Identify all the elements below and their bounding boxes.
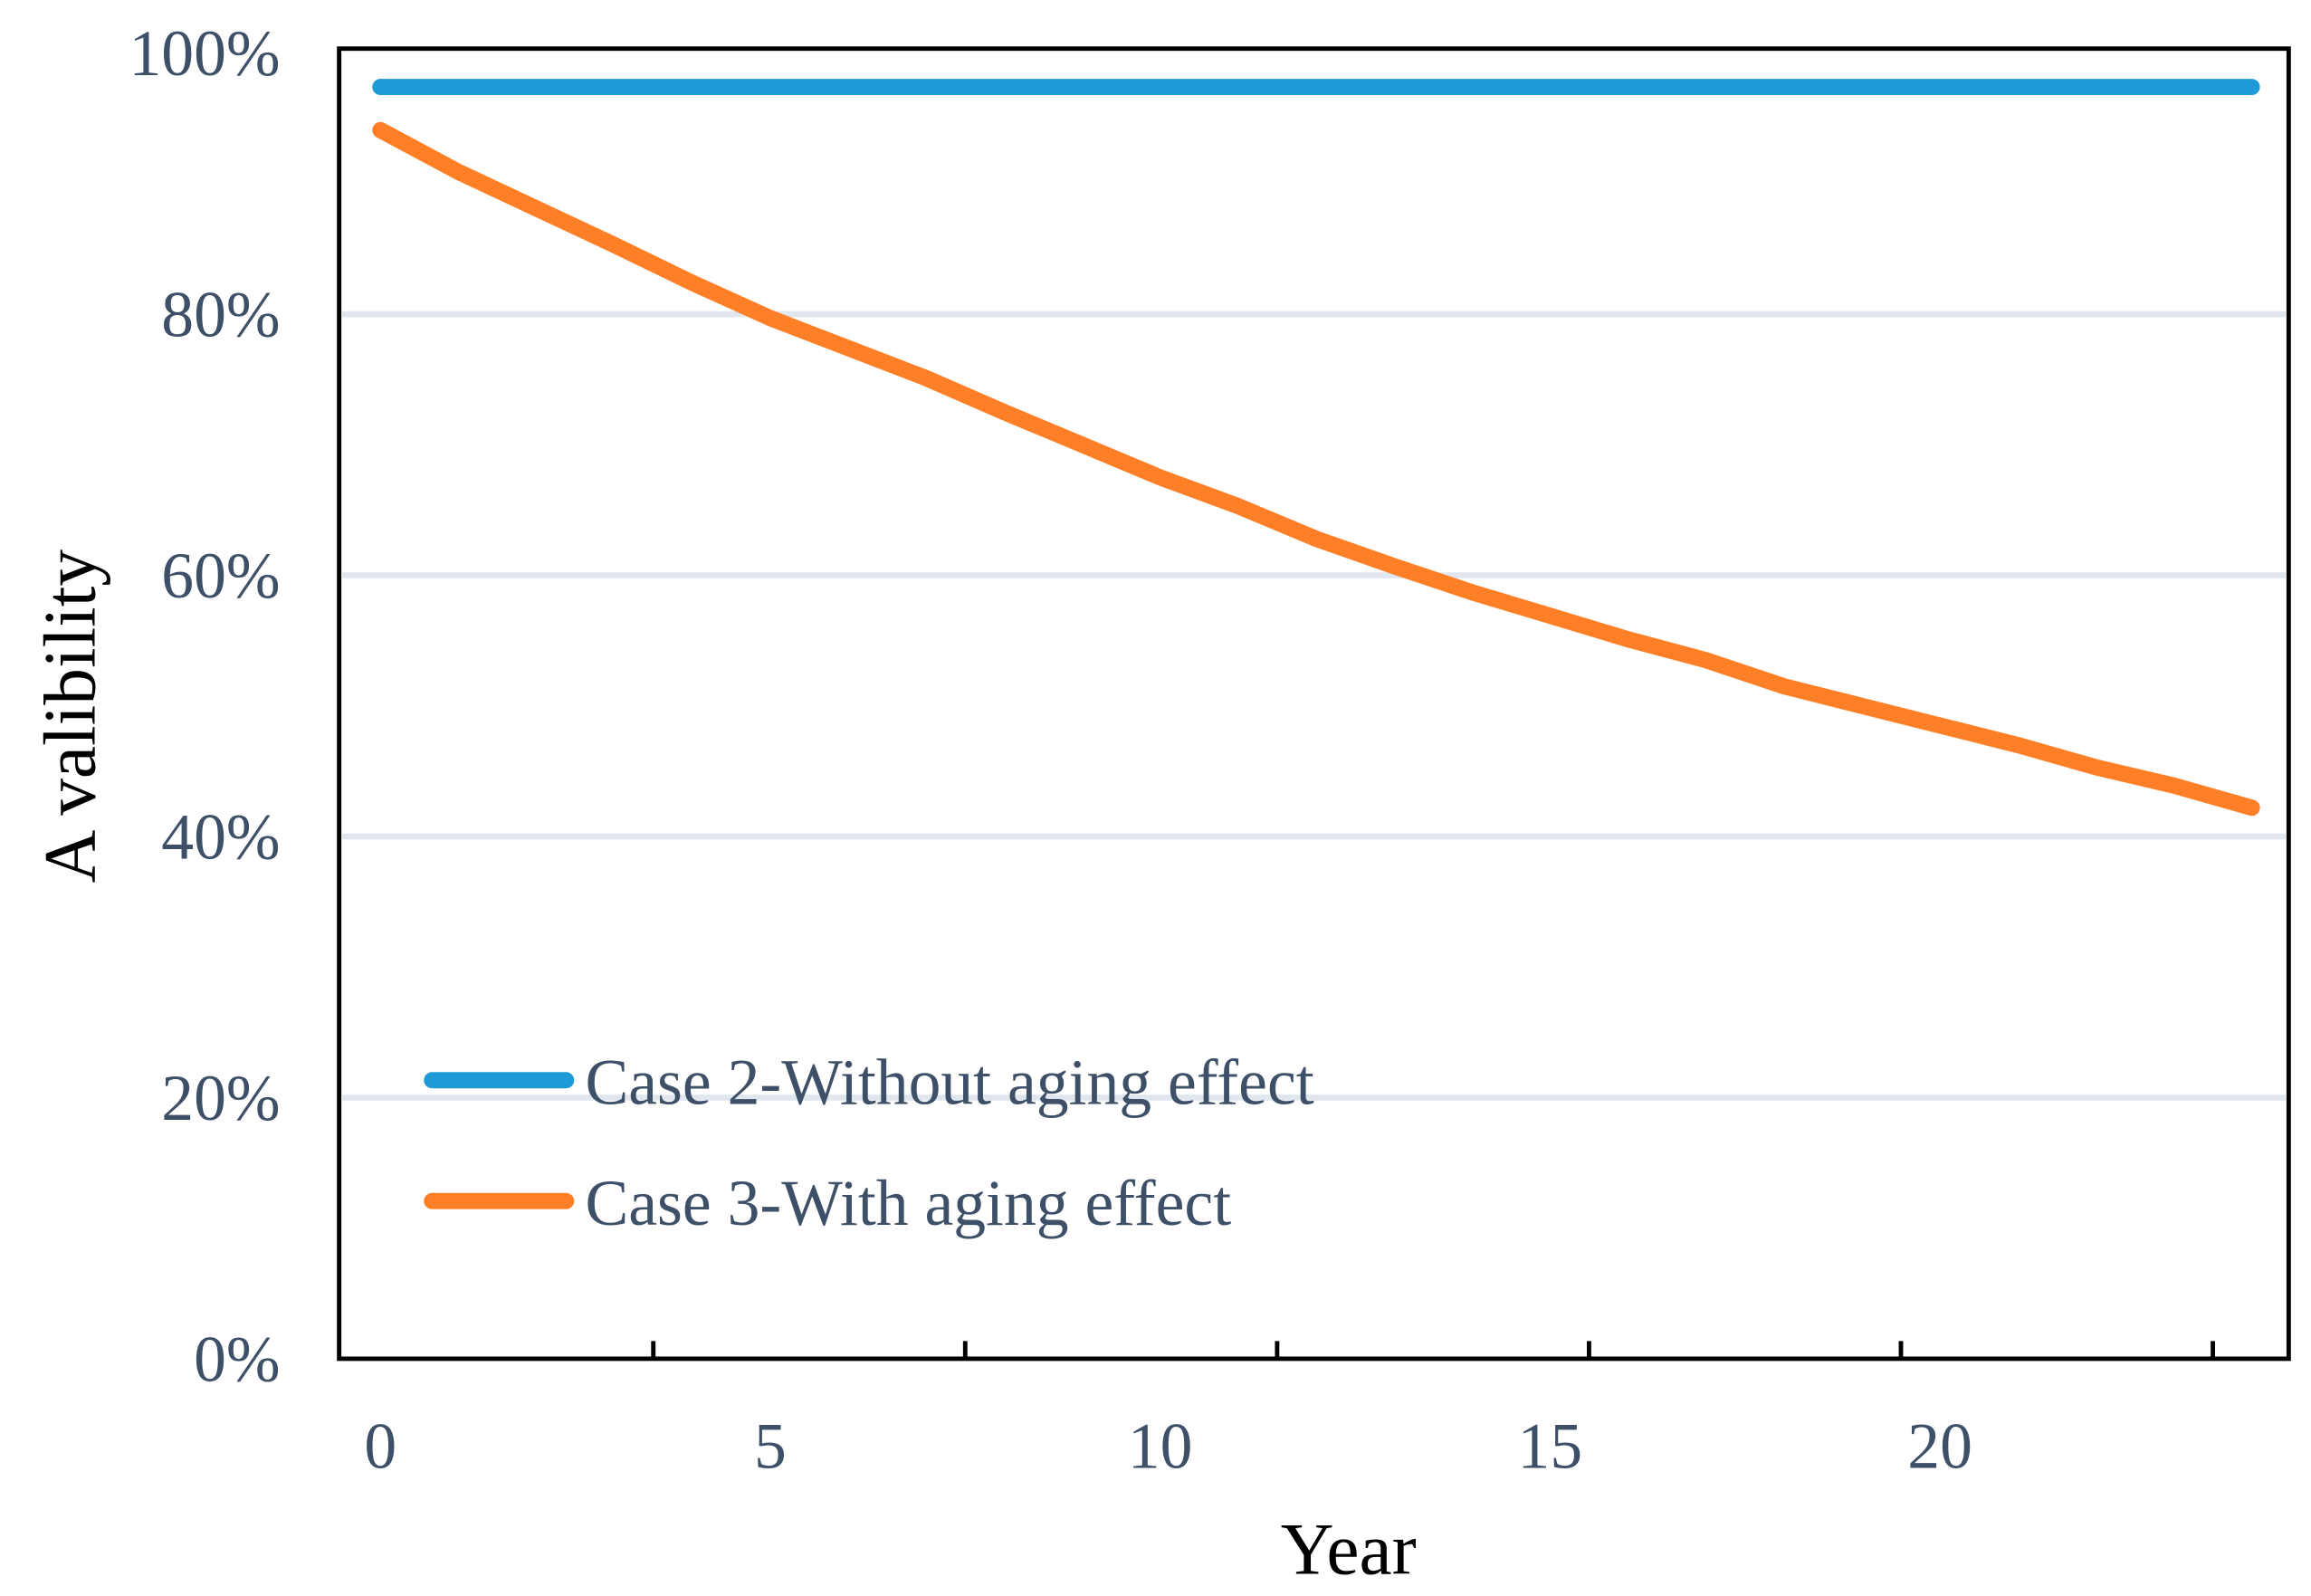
x-tick-label: 10 — [1128, 1410, 1193, 1482]
y-axis: 0% 20% 40% 60% 80% 100% — [129, 18, 280, 1395]
x-tick-label: 15 — [1518, 1410, 1583, 1482]
series-line-case3 — [372, 121, 2260, 817]
y-tick-label: 20% — [161, 1063, 280, 1134]
legend-label-case3: Case 3-With aging effect — [586, 1168, 1232, 1239]
gridlines — [341, 311, 2287, 1101]
x-axis: 0 5 10 15 20 — [364, 1341, 2216, 1482]
x-tick-label: 20 — [1907, 1410, 1972, 1482]
legend-label-case2: Case 2-Without aging effect — [586, 1046, 1314, 1118]
legend: Case 2-Without aging effect Case 3-With … — [424, 1046, 1314, 1239]
y-tick-label: 60% — [161, 540, 280, 612]
y-tick-label: 0% — [194, 1324, 280, 1395]
x-tick-label: 0 — [364, 1410, 396, 1482]
x-tick-label: 5 — [754, 1410, 787, 1482]
plot-area-border — [337, 46, 2291, 1362]
series-lines — [372, 79, 2260, 817]
x-axis-title: Year — [1281, 1508, 1417, 1591]
y-tick-label: 40% — [161, 801, 280, 873]
y-axis-title: A valibility — [28, 550, 110, 884]
y-tick-label: 80% — [161, 279, 280, 350]
y-tick-label: 100% — [129, 18, 280, 90]
